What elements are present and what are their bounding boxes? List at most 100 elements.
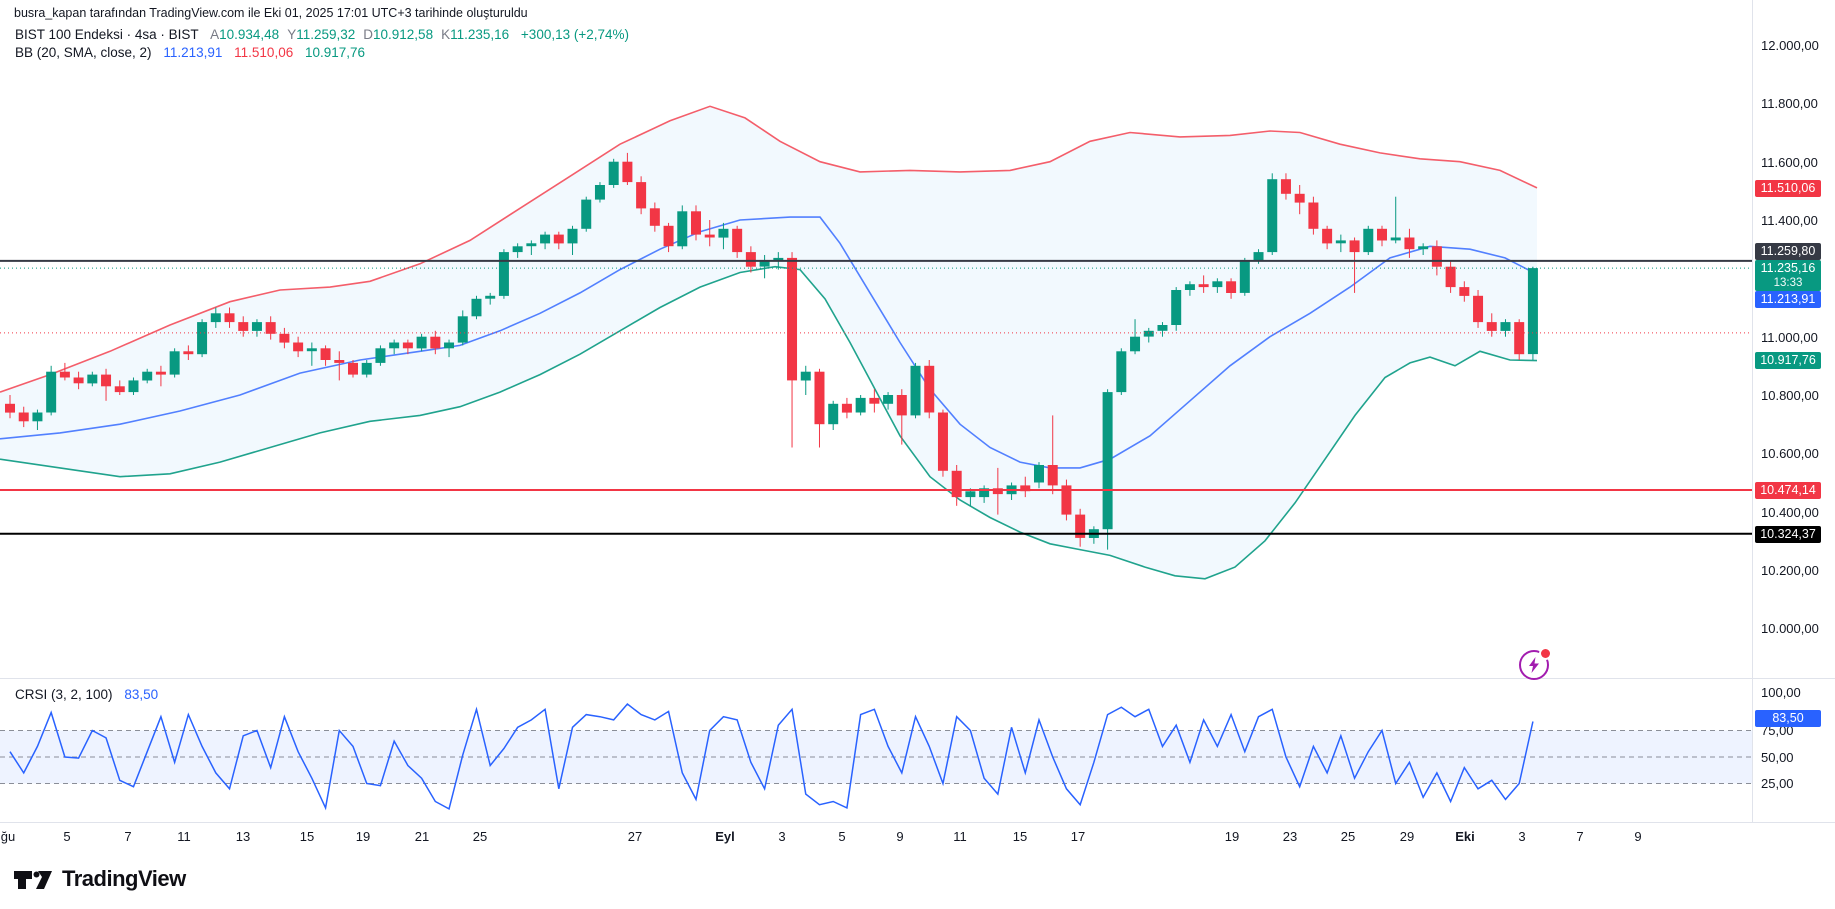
candle: [800, 371, 811, 381]
candle: [5, 403, 15, 413]
candle: [636, 182, 647, 209]
candle: [293, 342, 304, 352]
bb-upper-line[interactable]: [0, 105, 1538, 393]
candlestick-chart[interactable]: [0, 0, 1752, 678]
crsi-label[interactable]: CRSI (3, 2, 100): [15, 687, 113, 702]
time-axis[interactable]: ğu 5 7 11 13 15 19 21 25 27 Eyl 3 5 9 11 15 17 19 23 25 29 Ek…: [0, 822, 1835, 853]
candle: [128, 380, 139, 393]
bb-lower-line[interactable]: [0, 265, 1538, 580]
candle: [1116, 351, 1127, 393]
symbol-legend[interactable]: BIST 100 Endeksi · 4sa · BIST A10.934,48…: [15, 27, 629, 42]
lightning-button[interactable]: [1519, 649, 1550, 680]
candle: [114, 386, 125, 393]
price-tick-label: 10.600,00: [1761, 446, 1819, 462]
candle: [1418, 246, 1429, 250]
candle: [1459, 287, 1470, 296]
price-axis-badge[interactable]: 11.235,16 13:33: [1755, 259, 1821, 291]
candle: [1431, 246, 1442, 267]
candle: [485, 295, 496, 299]
bb-legend[interactable]: BB (20, SMA, close, 2) 11.213,91 11.510,…: [15, 45, 365, 60]
price-tick-label: 11.800,00: [1761, 96, 1818, 112]
price-tick-label: 11.400,00: [1761, 213, 1818, 228]
price-axis-badge[interactable]: 11.213,91: [1755, 290, 1821, 308]
ohlc-value: 11.235,16: [450, 27, 510, 42]
candle: [183, 351, 194, 355]
bb-label[interactable]: BB (20, SMA, close, 2): [15, 45, 152, 60]
candle: [361, 362, 372, 375]
tradingview-logo[interactable]: TradingView: [13, 866, 186, 892]
candle: [348, 362, 358, 375]
pane-divider[interactable]: [0, 678, 1835, 679]
price-axis[interactable]: 12.000,00 11.800,00 11.600,00 11.400,00 11.0…: [1752, 0, 1835, 822]
candle: [210, 313, 221, 323]
candle: [375, 348, 386, 363]
candle: [1322, 228, 1333, 244]
candle: [1102, 392, 1113, 530]
candle: [389, 342, 400, 349]
candle: [251, 322, 262, 331]
candle: [169, 351, 180, 375]
candle: [1034, 465, 1044, 483]
price-tick-label: 11.600,00: [1761, 154, 1818, 170]
candle: [951, 470, 962, 498]
candle: [855, 397, 866, 413]
candle: [718, 228, 729, 238]
candle: [1500, 322, 1511, 331]
crsi-legend[interactable]: CRSI (3, 2, 100) 83,50: [15, 687, 158, 702]
crsi-tick-label: 100,00: [1761, 685, 1801, 700]
crsi-indicator-chart[interactable]: [0, 678, 1752, 822]
candle: [924, 365, 935, 413]
price-axis-badge[interactable]: 11.510,06: [1755, 179, 1821, 197]
attribution-text: busra_kapan tarafından TradingView.com i…: [14, 6, 528, 20]
candle: [622, 161, 633, 183]
time-tick-label: 7: [1576, 829, 1584, 844]
candle: [238, 322, 249, 331]
candle: [883, 395, 894, 404]
candle: [1280, 179, 1291, 194]
price-axis-badge[interactable]: 10.324,37: [1755, 525, 1821, 543]
time-tick-label: 19: [1224, 829, 1240, 844]
ohlc-key: D: [363, 27, 374, 42]
change-value: +300,13 (+2,74%): [520, 27, 630, 42]
candle: [581, 199, 592, 229]
candle: [1130, 336, 1141, 352]
candle: [1212, 281, 1223, 288]
candle: [787, 257, 798, 381]
candle: [155, 371, 166, 375]
candle: [1157, 325, 1168, 331]
candle: [841, 403, 852, 413]
candle: [430, 336, 441, 349]
candle: [1294, 193, 1305, 203]
time-tick-label: 25: [472, 829, 488, 844]
time-tick-label: 15: [299, 829, 315, 844]
candle: [1253, 252, 1264, 261]
candle: [444, 342, 455, 349]
time-tick-label: 29: [1399, 829, 1415, 844]
candle: [1445, 266, 1456, 288]
tradingview-mark-icon: [14, 871, 52, 889]
candle: [1404, 237, 1415, 250]
time-tick-label: 25: [1340, 829, 1356, 844]
crsi-tick-label: 50,00: [1761, 750, 1794, 765]
crsi-axis-badge[interactable]: 83,50: [1755, 709, 1821, 727]
tradingview-wordmark: TradingView: [62, 866, 186, 891]
candle: [732, 228, 743, 253]
price-axis-badge[interactable]: 11.259,80: [1755, 242, 1821, 260]
candle: [896, 395, 907, 416]
candle: [1514, 322, 1525, 355]
candle: [59, 371, 70, 378]
price-axis-badge[interactable]: 10.474,14: [1755, 481, 1821, 499]
time-tick-label: 11: [953, 829, 967, 844]
candle: [526, 243, 537, 247]
candle: [828, 403, 839, 425]
candle: [1061, 485, 1072, 515]
crsi-tick-label: 75,00: [1761, 723, 1794, 738]
price-tick-label: 10.200,00: [1761, 563, 1819, 578]
price-axis-badge[interactable]: 10.917,76: [1755, 351, 1821, 369]
bb-fill: [0, 106, 1537, 579]
candle: [1473, 295, 1484, 323]
ohlc-value: 11.259,32: [296, 27, 356, 42]
candle: [1486, 322, 1497, 331]
symbol-title[interactable]: BIST 100 Endeksi · 4sa · BIST: [15, 27, 199, 42]
bb-basis-value: 11.213,91: [163, 45, 223, 60]
